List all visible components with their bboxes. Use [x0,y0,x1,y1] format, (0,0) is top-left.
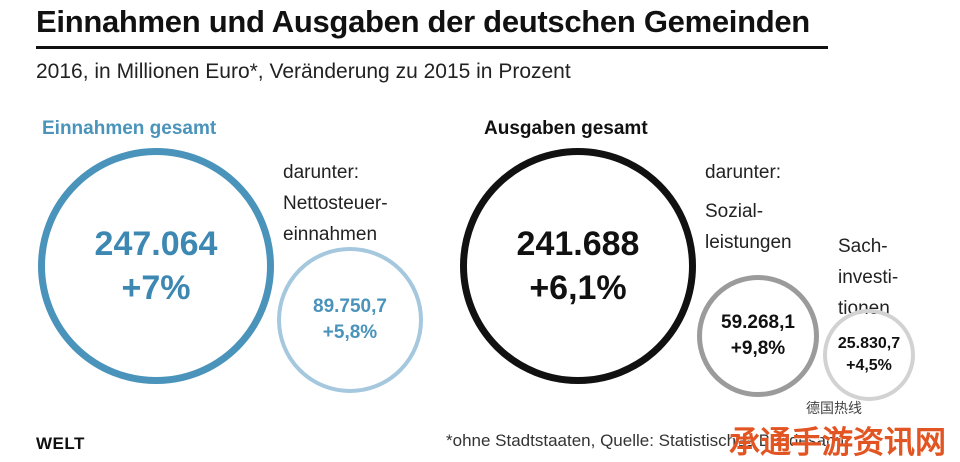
social-benefits-value: 59.268,1 [721,312,795,333]
chart-title: Einnahmen und Ausgaben der deutschen Gem… [36,4,810,39]
expense-total-value: 241.688 [516,225,640,263]
social-benefits-label-line1: Sozial- [705,201,764,222]
social-benefits-label: Sozial- leistungen [705,196,792,258]
social-benefits-change: +9,8% [730,338,786,359]
net-tax-value: 89.750,7 [313,296,387,317]
income-total-value: 247.064 [94,225,218,263]
income-total-change: +7% [121,269,191,307]
expense-label: Ausgaben gesamt [484,118,648,139]
income-total-bubble: 247.064 +7% [38,148,274,384]
net-tax-label: Nettosteuer- einnahmen [283,188,388,250]
investments-label-line2: investi- [838,267,899,288]
expense-total-bubble: 241.688 +6,1% [460,148,696,384]
income-darunter-label: darunter: [283,162,360,183]
expense-total-change: +6,1% [529,269,627,307]
investments-change: +4,5% [846,357,892,374]
investments-value: 25.830,7 [837,335,901,352]
net-tax-change: +5,8% [322,322,378,343]
watermark-large: 承通手游资讯网 [729,425,946,460]
source-footnote: *ohne Stadtstaaten, Quelle: Statistische… [446,431,845,450]
expense-darunter-label: darunter: [705,162,782,183]
social-benefits-bubble: 59.268,1 +9,8% [697,275,819,397]
welt-logo: WELT [36,434,85,453]
social-benefits-label-line2: leistungen [705,232,792,253]
net-tax-label-line1: Nettosteuer- [283,193,388,214]
investments-label-line1: Sach- [838,236,888,257]
income-label: Einnahmen gesamt [42,118,217,139]
net-tax-label-line2: einnahmen [283,224,378,245]
title-rule [36,46,828,49]
watermark-small: 德国热线 [806,400,862,416]
investments-bubble: 25.830,7 +4,5% [823,309,915,401]
chart-subtitle: 2016, in Millionen Euro*, Veränderung zu… [36,60,571,83]
net-tax-bubble: 89.750,7 +5,8% [277,247,423,393]
